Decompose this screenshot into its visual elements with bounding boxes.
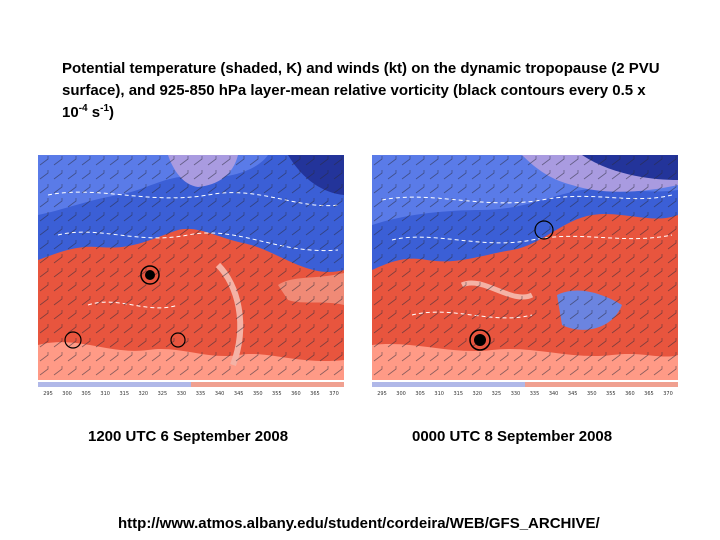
colorbar-tick-label: 365: [644, 391, 654, 397]
colorbar-tick-label: 320: [139, 391, 149, 397]
source-url[interactable]: http://www.atmos.albany.edu/student/cord…: [118, 515, 600, 532]
colorbar-tick-label: 365: [310, 391, 320, 397]
colorbar-tick-label: 305: [81, 391, 91, 397]
colorbar-tick-label: 345: [234, 391, 244, 397]
colorbar-tick-label: 330: [511, 391, 521, 397]
colorbar-tick-label: 310: [434, 391, 444, 397]
colorbar-tick-label: 320: [473, 391, 483, 397]
map-caption-right: 0000 UTC 8 September 2008: [412, 428, 613, 445]
title-text-3: ): [109, 104, 115, 121]
colorbar-tick-label: 305: [415, 391, 425, 397]
colorbar-tick-label: 325: [492, 391, 502, 397]
colorbar-tick-label: 310: [100, 391, 110, 397]
colorbar-tick-label: 335: [530, 391, 540, 397]
title-exponent-2: -1: [100, 103, 110, 114]
colorbar-tick-label: 340: [549, 391, 559, 397]
weather-map-right: 295 300 305 310 315 320 325 330 335 340 345 350 355 3…: [372, 155, 678, 400]
colorbar-tick-label: 295: [43, 391, 53, 397]
map-panel-left: 295 300 305 310 315 320 325 330 335 340 345 350 355 3…: [38, 155, 344, 400]
map-panel-right: 295 300 305 310 315 320 325 330 335 340 345 350 355 3…: [372, 155, 678, 400]
colorbar-tick-label: 300: [62, 391, 72, 397]
colorbar-tick-label: 325: [158, 391, 168, 397]
colorbar-tick-label: 315: [119, 391, 129, 397]
title-text-2: s: [87, 104, 101, 121]
colorbar-tick-label: 295: [377, 391, 387, 397]
colorbar-tick-label: 345: [568, 391, 578, 397]
colorbar-tick-label: 355: [272, 391, 282, 397]
colorbar-tick-label: 350: [587, 391, 597, 397]
colorbar-tick-label: 350: [253, 391, 263, 397]
weather-map-left: 295 300 305 310 315 320 325 330 335 340 345 350 355 3…: [38, 155, 344, 400]
colorbar-tick-label: 370: [663, 391, 673, 397]
colorbar-tick-label: 370: [329, 391, 339, 397]
title-exponent-1: -4: [78, 103, 88, 114]
map-caption-left: 1200 UTC 6 September 2008: [88, 428, 289, 445]
title-text-1: Potential temperature (shaded, K) and wi…: [62, 60, 660, 121]
colorbar-tick-label: 360: [625, 391, 635, 397]
colorbar-tick-label: 355: [606, 391, 616, 397]
colorbar-tick-label: 340: [215, 391, 225, 397]
colorbar-tick-label: 315: [453, 391, 463, 397]
colorbar-tick-label: 360: [291, 391, 301, 397]
colorbar-tick-label: 335: [196, 391, 206, 397]
colorbar-tick-label: 330: [177, 391, 187, 397]
colorbar-tick-label: 300: [396, 391, 406, 397]
figure-title: Potential temperature (shaded, K) and wi…: [62, 58, 662, 124]
